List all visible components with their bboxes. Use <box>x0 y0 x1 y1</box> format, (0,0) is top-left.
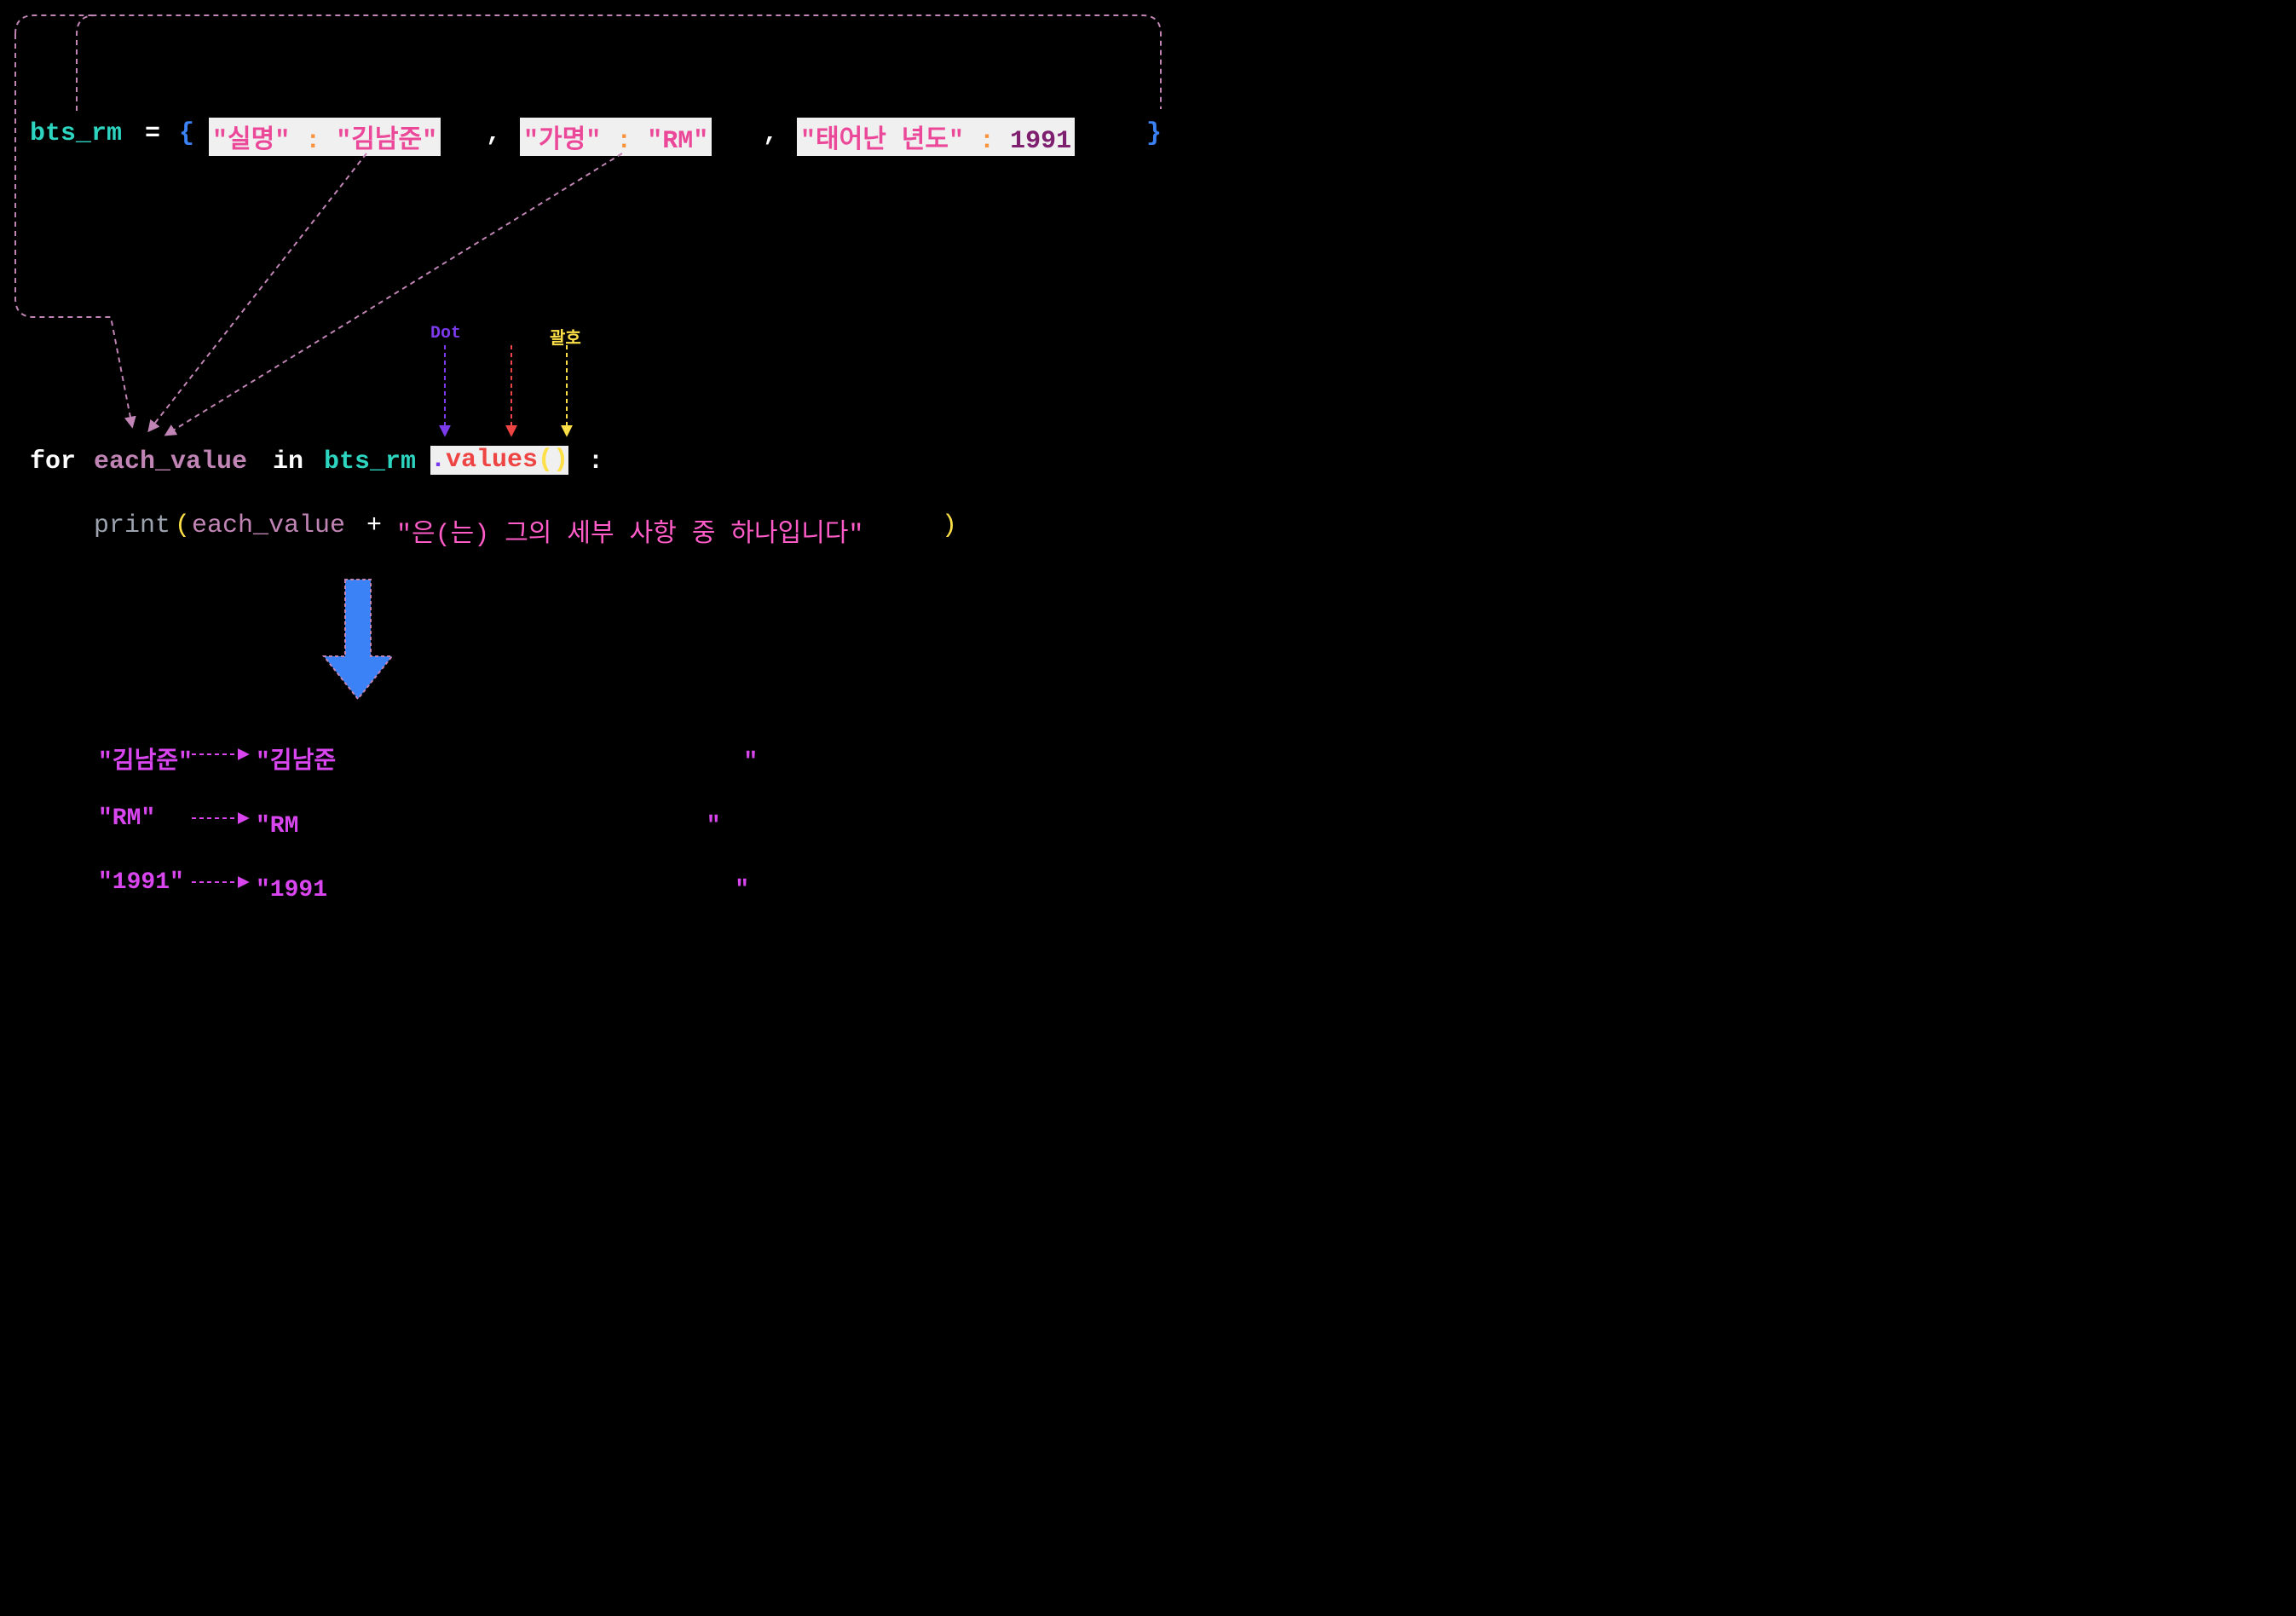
dict-entry-1: "실명" : "김남준" <box>209 118 441 156</box>
open-brace: { <box>179 119 194 148</box>
comma-2: , <box>763 119 778 148</box>
loop-colon: : <box>588 447 603 476</box>
output-left-1: "김남준" <box>98 742 193 776</box>
dot-token: . <box>430 446 446 475</box>
close-brace: } <box>1146 119 1162 148</box>
equals-sign: = <box>145 119 160 148</box>
dict-key-3: "태어난 년도" <box>800 127 964 156</box>
method-call: .values() <box>430 446 568 475</box>
dict-key-1: "실명" <box>212 127 290 156</box>
close-paren: ) <box>553 446 568 475</box>
output-right-close-3: " <box>735 877 749 903</box>
diagram-canvas: bts_rm = { "실명" : "김남준" , "가명" : "RM" , … <box>0 0 1318 928</box>
output-right-close-2: " <box>707 813 721 840</box>
output-right-close-1: " <box>743 749 758 776</box>
loop-obj: bts_rm <box>324 447 416 476</box>
output-right-open-1: "김남준 <box>256 749 336 776</box>
output-left-3: "1991" <box>98 869 184 896</box>
dict-value-3: 1991 <box>1010 127 1071 156</box>
dict-value-1: "김남준" <box>336 127 437 156</box>
output-right-tail-1: 은(는) 그의 세부 사항 중 하나입니다 <box>336 749 743 776</box>
print-open: ( <box>175 511 190 540</box>
var-name: bts_rm <box>30 119 122 148</box>
dict-colon-3: : <box>979 127 995 156</box>
dict-colon-1: : <box>305 127 320 156</box>
output-right-tail-2: 은(는) 그의 세부 사항 중 하나입니다 <box>298 813 706 840</box>
flow-path-main <box>17 17 1159 426</box>
print-kw: print <box>94 511 170 540</box>
big-down-arrow-icon <box>324 580 392 699</box>
open-paren: ( <box>538 446 553 475</box>
for-keyword: for <box>30 447 76 476</box>
output-left-2: "RM" <box>98 805 155 832</box>
output-right-tail-3: 은(는) 그의 세부 사항 중 하나입니다 <box>327 877 735 903</box>
paren-label: 괄호 <box>550 324 581 349</box>
dict-value-2: "RM" <box>647 127 708 156</box>
dict-entry-3: "태어난 년도" : 1991 <box>797 118 1075 156</box>
loop-var: each_value <box>94 447 247 476</box>
dict-key-2: "가명" <box>523 127 601 156</box>
flow-path-outer <box>77 15 1161 111</box>
output-right-3: "1991은(는) 그의 세부 사항 중 하나입니다" <box>256 869 749 903</box>
value-arrow-1 <box>149 153 366 430</box>
output-right-1: "김남준은(는) 그의 세부 사항 중 하나입니다" <box>256 742 758 776</box>
print-arg-var: each_value <box>192 511 345 540</box>
print-literal: "은(는) 그의 세부 사항 중 하나입니다" <box>396 511 863 550</box>
output-right-open-2: "RM <box>256 813 298 840</box>
comma-1: , <box>486 119 501 148</box>
dict-colon-2: : <box>616 127 632 156</box>
dot-label: Dot <box>430 324 461 343</box>
dict-entry-2: "가명" : "RM" <box>520 118 712 156</box>
in-keyword: in <box>273 447 303 476</box>
value-arrow-2 <box>166 153 622 435</box>
flow-path-left <box>15 15 132 426</box>
print-close: ) <box>942 511 957 540</box>
method-name: values <box>446 446 538 475</box>
output-right-open-3: "1991 <box>256 877 327 903</box>
print-plus: + <box>366 511 382 540</box>
output-right-2: "RM은(는) 그의 세부 사항 중 하나입니다" <box>256 805 721 840</box>
